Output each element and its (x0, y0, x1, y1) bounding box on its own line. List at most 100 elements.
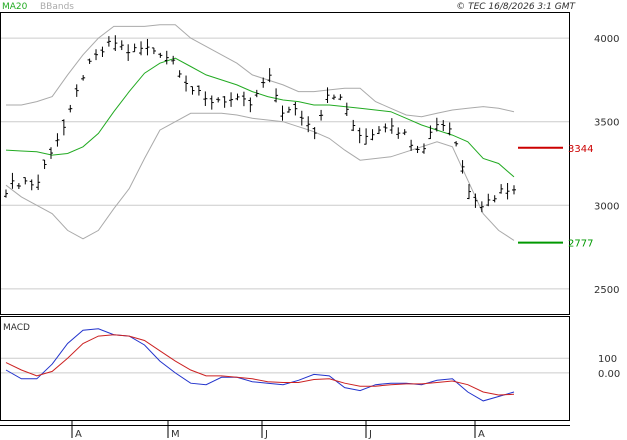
price-bar (29, 179, 34, 191)
price-bar (383, 123, 388, 133)
macd-line (5, 328, 515, 402)
price-bar (171, 55, 176, 65)
price-bar (344, 102, 349, 116)
price-y-tick-label: 4000 (594, 34, 619, 45)
x-tick-label: A (75, 429, 82, 440)
price-panel (0, 12, 570, 315)
x-tick-label: A (478, 429, 485, 440)
x-tick-label: J (264, 429, 268, 440)
price-bar (145, 38, 150, 56)
x-tick-label: J (368, 429, 372, 440)
price-bar (139, 41, 144, 56)
macd-signal-line (5, 334, 515, 396)
price-bar (81, 75, 86, 81)
price-bar (312, 127, 317, 140)
price-bar (68, 104, 73, 113)
price-bar (396, 127, 401, 139)
price-bar (158, 52, 163, 58)
price-bar (16, 183, 21, 190)
price-bar (222, 96, 227, 108)
price-y-ticks: 4000 3500 3000 2500 (594, 34, 619, 296)
price-bar (261, 77, 266, 88)
price-bar (293, 101, 298, 116)
price-bar (229, 92, 234, 107)
price-bar (492, 195, 497, 203)
price-bar (10, 172, 15, 189)
price-levels: 3344 2777 (518, 144, 593, 250)
bband-lower-line (5, 112, 515, 241)
macd-y-tick-label: 100 (598, 354, 617, 365)
price-bar (36, 174, 41, 191)
price-bar (415, 145, 420, 154)
price-gridlines (1, 37, 569, 290)
price-bar (306, 116, 311, 133)
price-bar (216, 97, 221, 103)
price-bar (119, 40, 124, 51)
price-bar (286, 106, 291, 113)
price-bar (209, 95, 214, 110)
price-bar (94, 49, 99, 61)
price-bar (42, 159, 47, 170)
price-bar (87, 58, 92, 64)
price-bar (479, 201, 484, 213)
price-bar (364, 128, 369, 145)
price-bar (126, 44, 131, 61)
price-bar (74, 84, 79, 97)
copyright-text: © TEC 16/8/2026 3:1 GMT (456, 2, 576, 12)
price-bar (466, 184, 471, 200)
bband-upper-line (6, 24, 515, 118)
price-series-group (4, 24, 516, 241)
price-bar (177, 70, 182, 78)
price-bar (402, 129, 407, 136)
price-y-tick-label: 3500 (594, 118, 619, 129)
price-bar (473, 193, 478, 208)
price-bar (280, 105, 285, 121)
price-bar (428, 125, 433, 140)
price-bar (441, 120, 446, 131)
price-bar (132, 43, 137, 53)
price-bar (409, 139, 414, 151)
macd-gridlines (1, 357, 569, 374)
price-bar (113, 35, 118, 51)
price-bar (55, 133, 60, 147)
price-bar (376, 126, 381, 135)
price-bar (241, 91, 246, 107)
macd-y-ticks: 100 0.00 (598, 354, 620, 380)
price-bar (203, 91, 208, 106)
price-bar (23, 177, 28, 185)
price-bar (351, 119, 356, 132)
level-label: 3344 (568, 144, 593, 155)
price-bar (454, 141, 459, 147)
price-bar (61, 119, 66, 136)
price-y-tick-label: 3000 (594, 201, 619, 212)
price-bar (248, 97, 253, 113)
price-bar (325, 87, 330, 103)
price-bar (299, 110, 304, 126)
macd-series-group (5, 328, 515, 402)
price-bar (49, 147, 54, 159)
price-bar (338, 94, 343, 101)
price-bar (267, 68, 272, 83)
price-bar (512, 185, 516, 195)
macd-panel-title: MACD (3, 323, 30, 333)
price-bar (460, 160, 465, 174)
price-bar (164, 50, 169, 65)
price-bar (184, 75, 189, 92)
x-tick-label: M (171, 429, 180, 440)
price-bar (4, 189, 8, 198)
price-bar (357, 127, 362, 144)
price-bar (100, 46, 105, 58)
price-bar (434, 117, 439, 132)
price-bar (319, 109, 324, 121)
price-bar (421, 143, 426, 154)
price-bar (331, 94, 336, 100)
price-bar (505, 182, 510, 200)
macd-y-tick-label: 0.00 (598, 369, 620, 380)
price-bar (499, 184, 504, 194)
price-bar (274, 88, 279, 103)
ma-legend-label: MA20 (2, 2, 28, 12)
price-bar (389, 118, 394, 134)
